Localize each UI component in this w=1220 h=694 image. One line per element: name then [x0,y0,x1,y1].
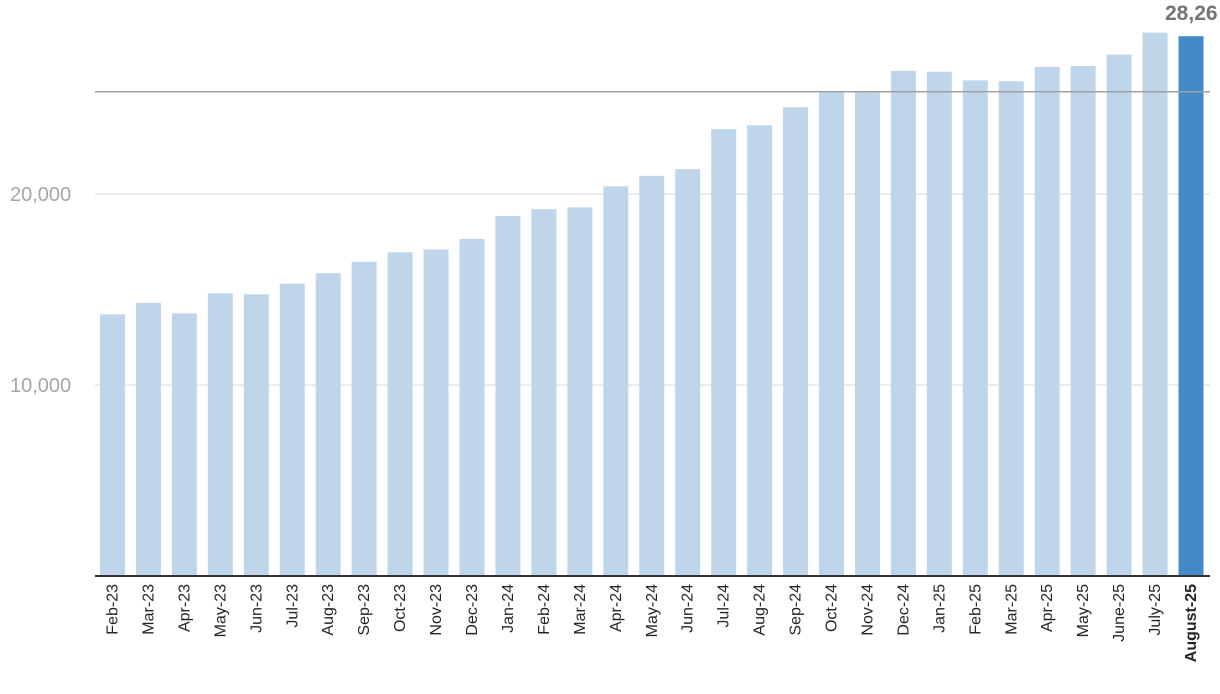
bar [962,80,988,576]
bar [531,209,557,576]
x-tick-label: Jun-24 [680,584,697,633]
x-tick-label: May-24 [644,584,661,637]
bar [207,293,233,576]
x-tick-label: Apr-25 [1039,584,1056,632]
x-tick-label: Dec-23 [464,584,481,636]
bar [171,313,197,576]
x-tick-label: Mar-25 [1003,584,1020,635]
x-tick-label: Dec-24 [895,584,912,636]
x-tick-label: Feb-24 [536,584,553,635]
bar [567,207,593,577]
x-tick-label: May-25 [1075,584,1092,637]
bar [819,91,844,576]
x-tick-label: Jun-23 [248,584,265,633]
bar [279,283,305,576]
bar [675,169,701,576]
bar [1034,66,1060,576]
bar [998,81,1024,577]
x-tick-label: Sep-24 [788,584,805,636]
bar [747,125,773,576]
bar [495,215,521,576]
x-tick-label: June-25 [1111,584,1128,642]
x-tick-label: Feb-25 [967,584,984,635]
bar [423,249,449,576]
data-label: 28,26 [1165,2,1218,25]
bar [603,186,629,576]
bar [100,314,125,576]
bar [351,261,377,576]
x-tick-label: Aug-23 [320,584,337,636]
x-tick-label: Apr-24 [608,584,625,632]
x-tick-label: Jan-25 [931,584,948,633]
bar [854,91,880,576]
bar [1178,36,1204,577]
bar [890,70,916,577]
bar [639,175,665,576]
x-tick-label: Nov-23 [428,584,445,636]
bar [243,294,269,576]
x-tick-label: Mar-24 [572,584,589,635]
y-axis-ticks: 10,000 20,000 [10,184,71,397]
x-tick-label: Sep-23 [356,584,373,636]
bar [459,238,485,576]
x-tick-label: Jul-24 [716,584,733,628]
category-labels: Feb-23 Mar-23 Apr-23 May-23 Jun-23 Jul-23 Aug-… [105,584,1201,662]
x-tick-label: Apr-23 [176,584,193,632]
x-tick-label: Mar-23 [140,584,157,635]
bar [1142,32,1168,577]
x-tick-label: July-25 [1147,584,1164,636]
bar [135,302,161,576]
x-tick-label: Feb-23 [105,584,122,635]
bar [1106,54,1132,577]
bar [783,107,809,576]
x-tick-label: Jan-24 [500,584,517,633]
bar [1070,66,1096,577]
x-tick-label: August-25 [1183,584,1200,662]
x-tick-label: Aug-24 [752,584,769,636]
bar [711,129,737,577]
x-tick-label: Oct-23 [392,584,409,632]
x-tick-label: Oct-24 [824,584,841,632]
bar [926,71,952,576]
data-labels: 28,26 [1165,2,1218,25]
x-tick-label: Nov-24 [859,584,876,636]
x-tick-label: May-23 [212,584,229,637]
y-tick-label: 10,000 [10,375,71,397]
bar [387,252,413,576]
y-tick-label: 20,000 [10,184,71,206]
bars [100,32,1204,577]
bar [315,273,341,576]
x-tick-label: Jul-23 [284,584,301,628]
